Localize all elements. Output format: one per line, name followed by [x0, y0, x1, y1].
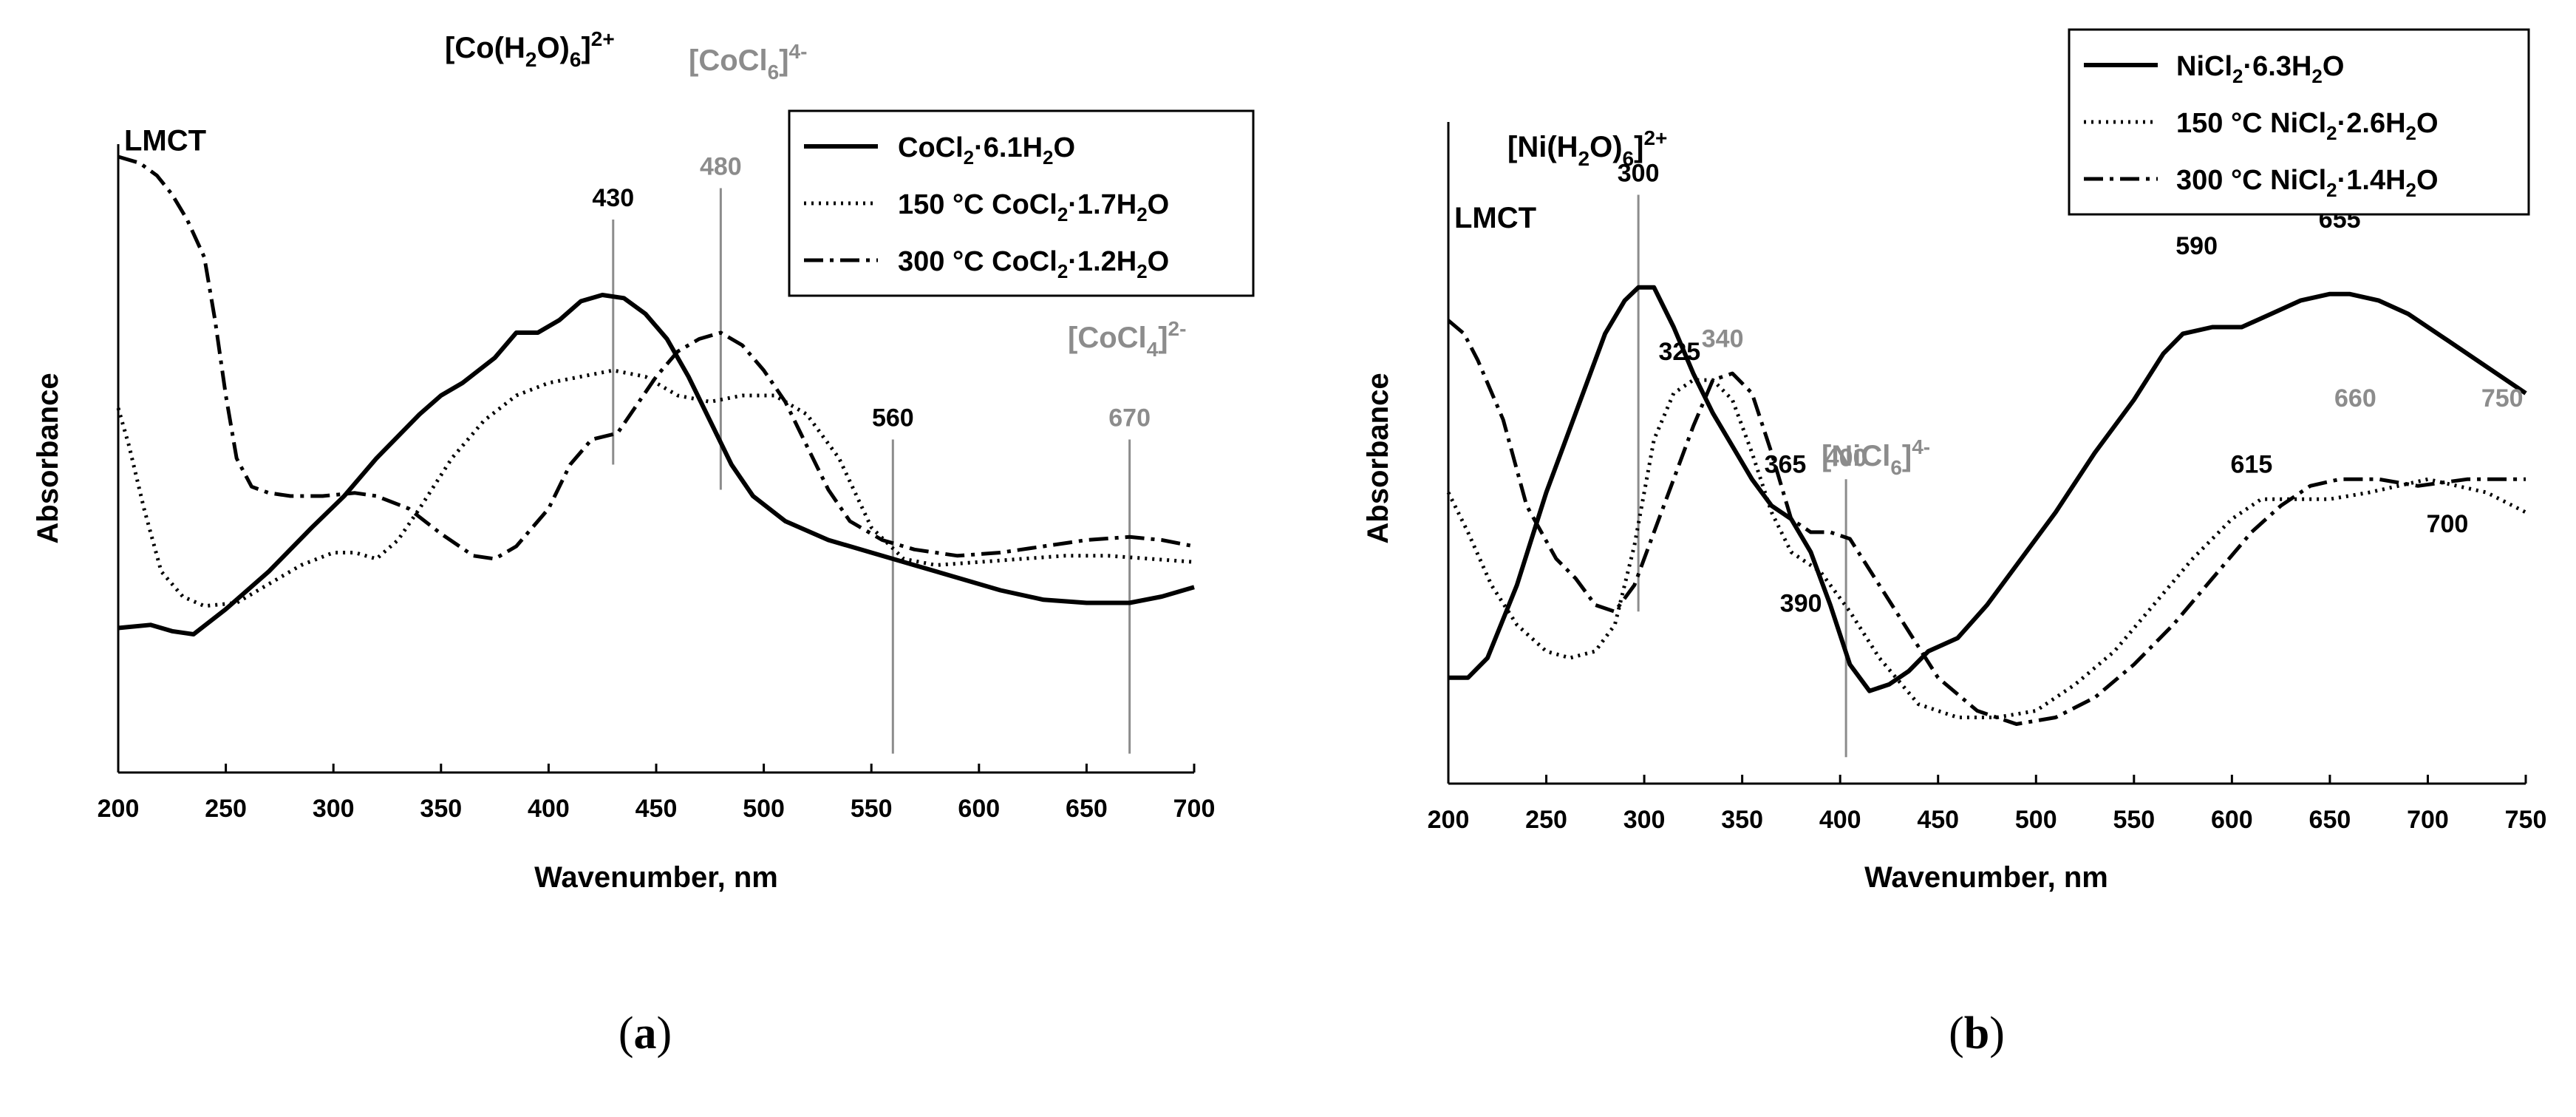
x-tick-label: 450: [636, 795, 678, 823]
reference-line-label: 560: [872, 404, 914, 432]
panel-a-annotations: LMCT: [124, 125, 206, 157]
x-tick-label: 200: [98, 795, 140, 823]
panel-a-reference-lines: 430 480 560 670: [592, 153, 1151, 754]
panel-b-legend-label-2: 150 °C NiCl2·2.6H2O: [2176, 108, 2439, 144]
panel-b-y-axis-title: Absorbance: [1362, 373, 1394, 543]
x-tick-label: 300: [1623, 806, 1666, 834]
x-tick-label: 600: [958, 795, 1000, 823]
panel-a-species-cocl6: [CoCl6]4-: [689, 40, 807, 84]
panel-b-legend-box: [2068, 28, 2530, 216]
peak-label: 390: [1780, 589, 1822, 617]
panel-b-x-axis-title: Wavenumber, nm: [1864, 861, 2108, 894]
x-tick-label: 250: [205, 795, 247, 823]
x-tick-label: 550: [851, 795, 893, 823]
panel-b-legend-label-3: 300 °C NiCl2·1.4H2O: [2176, 165, 2439, 201]
panel-a-legend: CoCl2·6.1H2O 150 °C CoCl2·1.7H2O 300 °C …: [788, 109, 1255, 297]
panel-b-chart: 200 250 300 350 400 450 500 550 600 650 700 750 300…: [1362, 28, 2547, 1059]
series-line-2: [116, 368, 1195, 608]
peak-label: 700: [2427, 510, 2469, 538]
panel-b-species-ni-h2o: [Ni(H2O)6]2+: [1507, 126, 1667, 170]
series-line-1: [1448, 285, 2527, 693]
series-line-2: [1446, 378, 2527, 719]
x-tick-label: 450: [1917, 806, 1959, 834]
peak-label: 660: [2334, 384, 2376, 412]
x-tick-label: 300: [313, 795, 355, 823]
panel-b-legend-label-1: NiCl2·6.3H2O: [2176, 51, 2344, 87]
panel-a-species-co-h2o: [Co(H2O)6]2+: [445, 27, 615, 71]
panel-a-series: [116, 155, 1195, 636]
x-tick-label: 200: [1428, 806, 1470, 834]
panel-b-caption: (b): [1949, 1008, 2005, 1059]
panel-b-reference-lines: 300 400: [1618, 159, 1867, 758]
panel-a-legend-label-2: 150 °C CoCl2·1.7H2O: [898, 189, 1169, 225]
panel-b-species-nicl6: [NiCl6]4-: [1822, 435, 1930, 479]
panel-b-legend: NiCl2·6.3H2O 150 °C NiCl2·2.6H2O 300 °C …: [2068, 28, 2530, 216]
series-line-3: [117, 155, 1195, 561]
reference-line-label: 400: [1825, 444, 1867, 472]
x-tick-label: 400: [528, 795, 570, 823]
panel-a-y-axis-title: Absorbance: [32, 373, 64, 543]
lmct-label: LMCT: [1454, 202, 1536, 234]
x-tick-label: 500: [2015, 806, 2057, 834]
peak-label: 590: [2175, 232, 2218, 260]
x-tick-label: 750: [2505, 806, 2547, 834]
reference-line-label: 300: [1618, 159, 1660, 187]
peak-label: 750: [2481, 384, 2524, 412]
peak-label: 325: [1658, 338, 1700, 366]
x-tick-label: 250: [1525, 806, 1567, 834]
x-tick-label: 350: [1721, 806, 1763, 834]
x-tick-label: 700: [1173, 795, 1216, 823]
reference-line-label: 670: [1108, 404, 1151, 432]
panel-a-x-ticks: 200 250 300 350 400 450 500 550 600 650 700: [98, 764, 1216, 823]
panel-b-x-ticks: 200 250 300 350 400 450 500 550 600 650 700 750: [1428, 775, 2547, 834]
panel-b-series: [1446, 285, 2527, 726]
x-tick-label: 600: [2211, 806, 2253, 834]
x-tick-label: 550: [2113, 806, 2155, 834]
panel-a-x-axis-title: Wavenumber, nm: [534, 861, 778, 894]
reference-line-label: 430: [592, 184, 634, 212]
x-tick-label: 650: [2309, 806, 2351, 834]
x-tick-label: 700: [2407, 806, 2449, 834]
series-line-1: [117, 293, 1195, 636]
panel-a-chart: 200 250 300 350 400 450 500 550 600 650 700 430 480…: [32, 27, 1255, 1059]
panel-a-caption: (a): [619, 1008, 672, 1059]
x-tick-label: 400: [1819, 806, 1861, 834]
x-tick-label: 350: [420, 795, 462, 823]
peak-label: 340: [1702, 325, 1744, 353]
x-tick-label: 500: [743, 795, 785, 823]
peak-label: 365: [1765, 450, 1807, 478]
x-tick-label: 650: [1066, 795, 1108, 823]
reference-line-label: 480: [700, 153, 742, 181]
panel-a-legend-label-1: CoCl2·6.1H2O: [898, 132, 1075, 169]
panel-a-species-cocl4: [CoCl4]2-: [1068, 317, 1186, 361]
series-line-3: [1447, 319, 2526, 726]
peak-label: 615: [2231, 450, 2273, 478]
panel-a-legend-label-3: 300 °C CoCl2·1.2H2O: [898, 246, 1169, 282]
lmct-label: LMCT: [124, 125, 206, 157]
panel-a-legend-box: [788, 109, 1255, 297]
